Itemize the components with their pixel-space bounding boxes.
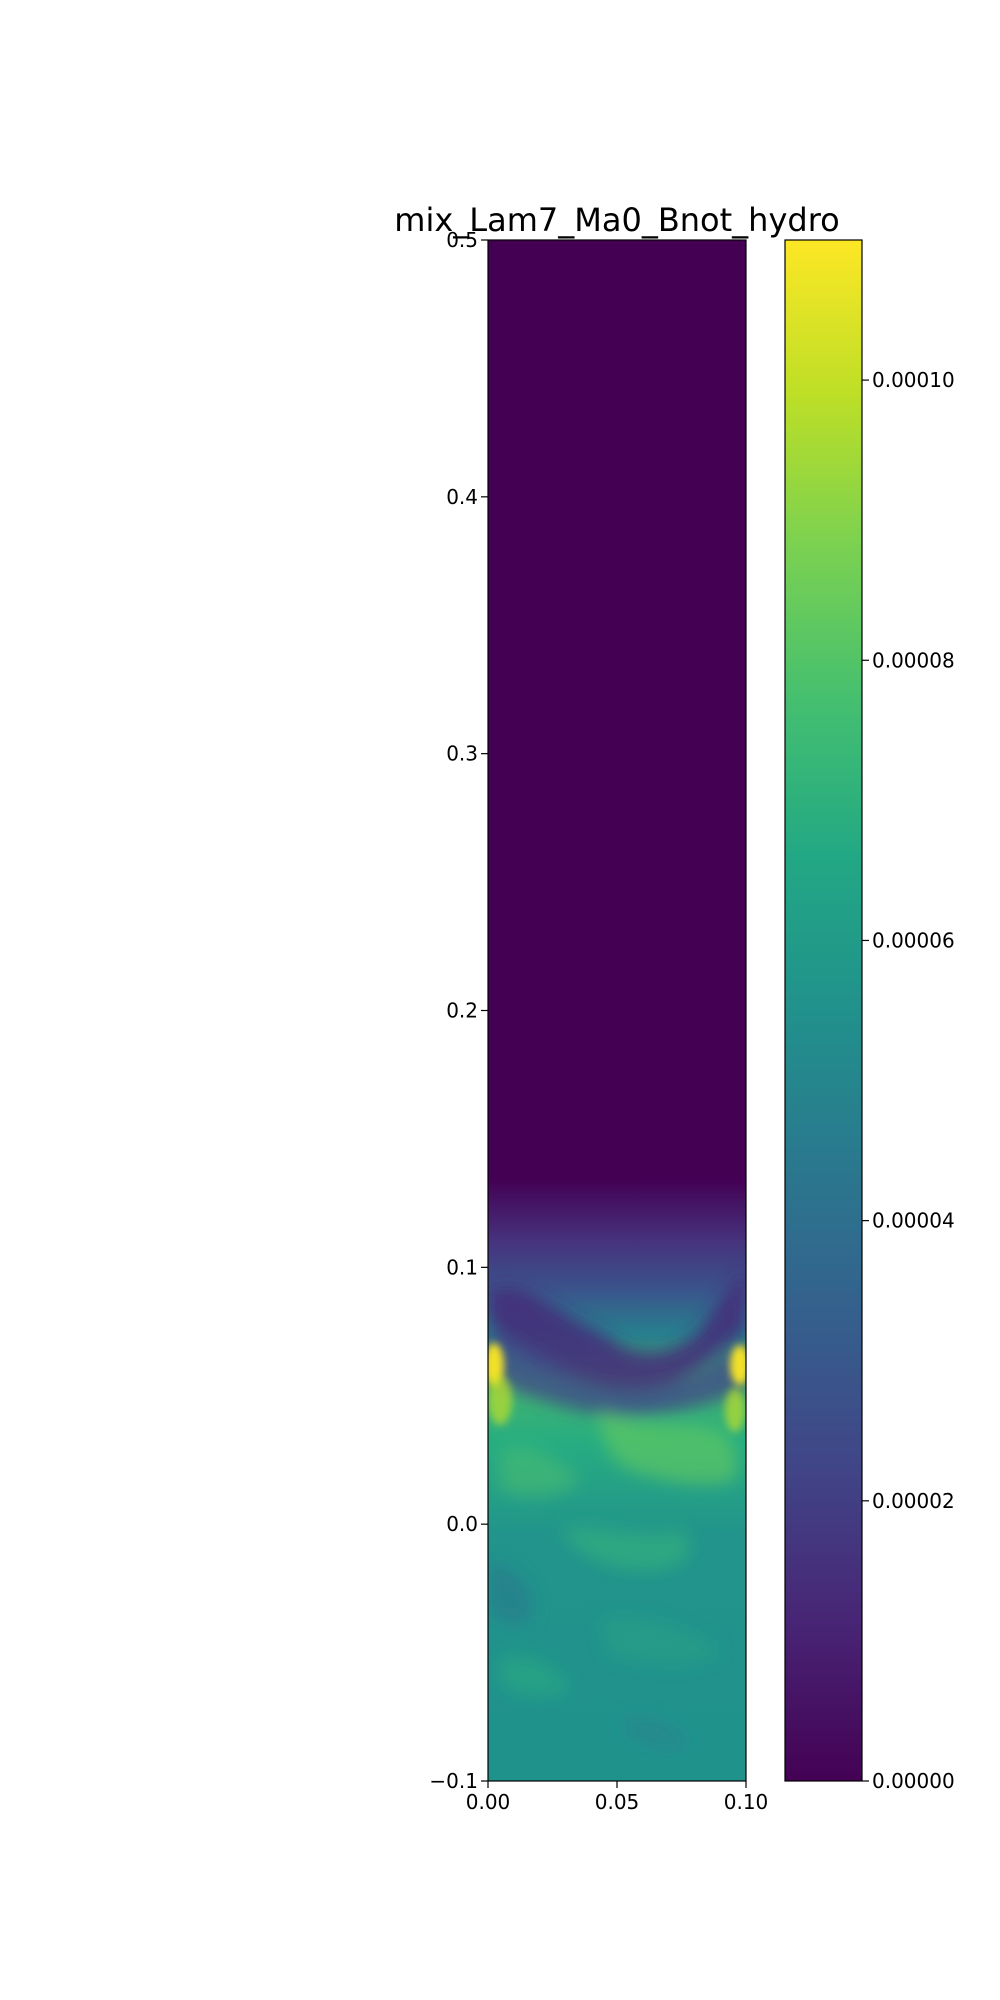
y-tick-label: 0.3 <box>446 742 478 766</box>
y-tick-label: 0.2 <box>446 999 478 1023</box>
y-axis: −0.1 0.0 0.1 0.2 0.3 0.4 0.5 <box>429 228 488 1793</box>
y-tick-label: 0.1 <box>446 1255 478 1279</box>
heatmap-field <box>488 240 746 1781</box>
x-tick-label: 0.05 <box>595 1790 640 1814</box>
x-tick-label: 0.10 <box>724 1790 769 1814</box>
colorbar-tick-label: 0.00006 <box>872 928 955 952</box>
y-tick-label: 0.0 <box>446 1512 478 1536</box>
colorbar-gradient <box>784 239 863 1782</box>
heatmap-plot-area <box>487 239 747 1782</box>
colorbar-tick-label: 0.00002 <box>872 1489 955 1513</box>
y-tick-label: 0.4 <box>446 485 478 509</box>
y-tick-label: 0.5 <box>446 228 478 252</box>
colorbar-tick-label: 0.00004 <box>872 1209 955 1233</box>
y-tick-label: −0.1 <box>429 1769 478 1793</box>
colorbar <box>784 239 863 1782</box>
x-tick-label: 0.00 <box>466 1790 511 1814</box>
chart-title: mix_Lam7_Ma0_Bnot_hydro <box>394 201 839 239</box>
mixing-front-texture <box>488 1270 746 1749</box>
colorbar-axis: 0.00000 0.00002 0.00004 0.00006 0.00008 0.000… <box>862 368 955 1793</box>
colorbar-tick-label: 0.00010 <box>872 368 955 392</box>
peak-hotspots <box>488 1343 746 1432</box>
colorbar-tick-label: 0.00000 <box>872 1769 955 1793</box>
x-axis: 0.00 0.05 0.10 <box>466 1781 769 1814</box>
colorbar-tick-label: 0.00008 <box>872 648 955 672</box>
